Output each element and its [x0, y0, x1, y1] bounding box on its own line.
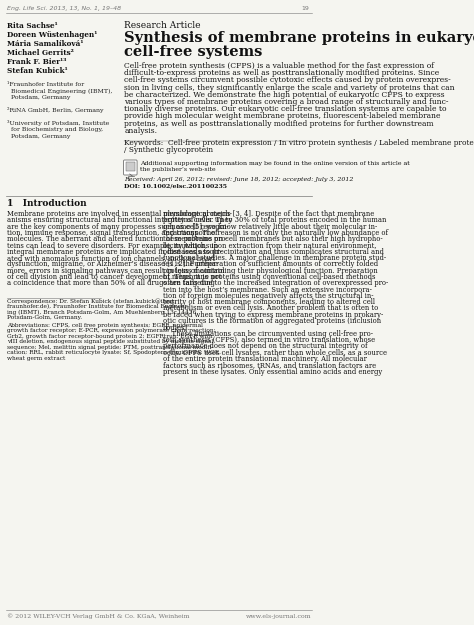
Text: Mária Samalíková¹: Mária Samalíková¹: [7, 40, 83, 48]
Text: often fails due to the increased integration of overexpressed pro-: often fails due to the increased integra…: [163, 279, 389, 288]
Text: otic cultures is the formation of aggregated proteins (inclusion: otic cultures is the formation of aggreg…: [163, 317, 382, 325]
Text: Eng. Life Sci. 2013, 13, No. 1, 19–48: Eng. Life Sci. 2013, 13, No. 1, 19–48: [7, 6, 121, 11]
Text: fraunhofer.de), Fraunhofer Institute for Biomedical Engineer-: fraunhofer.de), Fraunhofer Institute for…: [7, 304, 189, 309]
Text: cell-free systems circumvent possible cytotoxic effects caused by protein overex: cell-free systems circumvent possible cy…: [124, 76, 451, 84]
Text: performance does not depend on the structural integrity of: performance does not depend on the struc…: [163, 342, 368, 350]
Text: proteins, as well as posttranslationally modified proteins for further downstrea: proteins, as well as posttranslationally…: [124, 119, 434, 127]
Text: DOI: 10.1002/elsc.201100235: DOI: 10.1002/elsc.201100235: [124, 184, 228, 189]
Text: Research Article: Research Article: [124, 21, 201, 30]
Text: Grb2, growth factor receptor-bound protein 2; EGFRtrun, EGFR with: Grb2, growth factor receptor-bound prote…: [7, 334, 212, 339]
Text: tion of foreign molecules negatively affects the structural in-: tion of foreign molecules negatively aff…: [163, 292, 374, 300]
Text: teins can lead to severe disorders. For example, mutations in: teins can lead to severe disorders. For …: [7, 241, 218, 249]
Text: ated with anomalous function of ion channels, such as heart: ated with anomalous function of ion chan…: [7, 254, 215, 262]
Text: the publisher’s web-site: the publisher’s web-site: [140, 167, 215, 172]
Text: bodies).: bodies).: [163, 323, 191, 331]
Text: vIII deletion, endogenous signal peptide substituted by melittin signal: vIII deletion, endogenous signal peptide…: [7, 339, 213, 344]
Text: Cell-free protein synthesis (CFPS) is a valuable method for the fast expression : Cell-free protein synthesis (CFPS) is a …: [124, 62, 434, 70]
Text: anisms ensuring structural and functional integrity of cells. They: anisms ensuring structural and functiona…: [7, 216, 232, 224]
Text: genome [5], we know relatively little about their molecular in-: genome [5], we know relatively little ab…: [163, 222, 377, 231]
Text: metabolism or even cell lysis. Another problem that is often to: metabolism or even cell lysis. Another p…: [163, 304, 379, 312]
Text: teractions. The reason is not only the naturally low abundance of: teractions. The reason is not only the n…: [163, 229, 388, 237]
Text: Correspondence: Dr. Stefan Kubick (stefan.kubick@ibmt.: Correspondence: Dr. Stefan Kubick (stefa…: [7, 298, 176, 304]
Text: dysfunction, migraine, or Alzheimer’s disease [1, 2]. Further-: dysfunction, migraine, or Alzheimer’s di…: [7, 261, 218, 268]
Text: factors such as ribosomes, tRNAs, and translation factors are: factors such as ribosomes, tRNAs, and tr…: [163, 361, 376, 369]
Text: are the key components of many processes such as cell recogni-: are the key components of many processes…: [7, 222, 228, 231]
Text: more, errors in signaling pathways can result in loss of control: more, errors in signaling pathways can r…: [7, 267, 224, 275]
Text: Rita Sachse¹: Rita Sachse¹: [7, 22, 57, 30]
Text: various types of membrane proteins covering a broad range of structurally and fu: various types of membrane proteins cover…: [124, 98, 449, 106]
Text: often leads to precipitation and thus complicates structural and: often leads to precipitation and thus co…: [163, 248, 384, 256]
Text: be faced when trying to express membrane proteins in prokary-: be faced when trying to express membrane…: [163, 311, 383, 319]
Text: 19: 19: [301, 6, 309, 11]
Text: / Synthetic glycoprotein: / Synthetic glycoprotein: [124, 146, 213, 154]
Text: Keywords:  Cell-free protein expression / In vitro protein synthesis / Labeled m: Keywords: Cell-free protein expression /…: [124, 139, 474, 147]
Text: molecules. The aberrant and altered function of membrane pro-: molecules. The aberrant and altered func…: [7, 235, 228, 243]
Text: sequence; Mel, melittin signal peptide; PTM, posttranslational modifi-: sequence; Mel, melittin signal peptide; …: [7, 344, 213, 349]
Text: integral membrane proteins are implicated in diseases associ-: integral membrane proteins are implicate…: [7, 248, 222, 256]
Text: Additional supporting information may be found in the online version of this art: Additional supporting information may be…: [140, 161, 410, 166]
Text: Michael Gerrits²: Michael Gerrits²: [7, 49, 73, 57]
Text: These limitations can be circumvented using cell-free pro-: These limitations can be circumvented us…: [163, 330, 373, 338]
Text: proteins cover up to 30% of total proteins encoded in the human: proteins cover up to 30% of total protei…: [163, 216, 387, 224]
Text: 1   Introduction: 1 Introduction: [7, 199, 86, 208]
Text: ing (IBMT), Branch Potsdam-Golm, Am Muehlenberg 13, 14476: ing (IBMT), Branch Potsdam-Golm, Am Mueh…: [7, 309, 196, 314]
Text: © 2012 WILEY-VCH Verlag GmbH & Co. KGaA, Weinheim: © 2012 WILEY-VCH Verlag GmbH & Co. KGaA,…: [7, 613, 189, 619]
Text: Potsdam, Germany: Potsdam, Germany: [7, 134, 70, 139]
Text: be characterized. We demonstrate the high potential of eukaryotic CFPS to expres: be characterized. We demonstrate the hig…: [124, 91, 445, 99]
Text: ³University of Potsdam, Institute: ³University of Potsdam, Institute: [7, 120, 109, 126]
Text: tegrity of host membrane components, leading to altered cell: tegrity of host membrane components, lea…: [163, 298, 375, 306]
Text: of cell division and lead to cancer development. Thus, it is not: of cell division and lead to cancer deve…: [7, 273, 221, 281]
Text: ies is the preparation of sufficient amounts of correctly folded: ies is the preparation of sufficient amo…: [163, 261, 378, 268]
Text: Doreen Wüstenhagen¹: Doreen Wüstenhagen¹: [7, 31, 97, 39]
Text: these proteins on cell membranes but also their high hydropho-: these proteins on cell membranes but als…: [163, 235, 383, 243]
Text: cation; RRL, rabbit reticulocyte lysate; Sf, Spodoptera frugiperda; WGE,: cation; RRL, rabbit reticulocyte lysate;…: [7, 350, 221, 355]
Text: Membrane proteins are involved in essential physiological mech-: Membrane proteins are involved in essent…: [7, 210, 232, 218]
Text: functional studies. A major challenge in membrane protein stud-: functional studies. A major challenge in…: [163, 254, 386, 262]
Text: Potsdam-Golm, Germany.: Potsdam-Golm, Germany.: [7, 315, 82, 320]
Text: sion in living cells, they significantly enlarge the scale and variety of protei: sion in living cells, they significantly…: [124, 84, 455, 92]
Text: bicity which, upon extraction from their natural environment,: bicity which, upon extraction from their…: [163, 241, 377, 249]
Text: tein synthesis (CFPS), also termed in vitro translation, whose: tein synthesis (CFPS), also termed in vi…: [163, 336, 375, 344]
Text: Potsdam, Germany: Potsdam, Germany: [7, 95, 70, 100]
Text: Abbreviations: CFPS, cell free protein synthesis; EGFR, epidermal: Abbreviations: CFPS, cell free protein s…: [7, 322, 202, 328]
Text: Stefan Kubick¹: Stefan Kubick¹: [7, 67, 67, 75]
Text: of membrane proteins using conventional cell-based methods: of membrane proteins using conventional …: [163, 273, 376, 281]
Bar: [126, 162, 135, 171]
Text: membrane proteins [3, 4]. Despite of the fact that membrane: membrane proteins [3, 4]. Despite of the…: [163, 210, 374, 218]
Text: of the entire protein translational machinery. All molecular: of the entire protein translational mach…: [163, 355, 367, 363]
Text: growth factor receptor; E-PCR, expression polymerase chain reaction;: growth factor receptor; E-PCR, expressio…: [7, 328, 215, 333]
Text: analysis.: analysis.: [124, 127, 157, 135]
Text: Synthesis of membrane proteins in eukaryotic: Synthesis of membrane proteins in eukary…: [124, 31, 474, 45]
Text: difficult-to-express proteins as well as posttranslationally modified proteins. : difficult-to-express proteins as well as…: [124, 69, 439, 78]
Text: tein into the host’s membrane. Such an extensive incorpora-: tein into the host’s membrane. Such an e…: [163, 286, 372, 294]
Text: cell-free systems: cell-free systems: [124, 45, 263, 59]
Text: ²RiNA GmbH, Berlin, Germany: ²RiNA GmbH, Berlin, Germany: [7, 107, 103, 113]
Text: Received: April 26, 2012; revised: June 18, 2012; accepted: July 3, 2012: Received: April 26, 2012; revised: June …: [124, 177, 354, 182]
Text: proteins maintaining their physiological function. Preparation: proteins maintaining their physiological…: [163, 267, 378, 275]
Text: Biomedical Engineering (IBMT),: Biomedical Engineering (IBMT),: [7, 88, 112, 94]
Text: tion, immune response, signal transduction, and transport of: tion, immune response, signal transducti…: [7, 229, 218, 237]
Text: cells. CFPS uses cell lysates, rather than whole cells, as a source: cells. CFPS uses cell lysates, rather th…: [163, 349, 387, 357]
Text: for Biochemistry and Biology,: for Biochemistry and Biology,: [7, 127, 103, 132]
Text: ¹Fraunhofer Institute for: ¹Fraunhofer Institute for: [7, 82, 84, 87]
Text: Frank F. Bier¹³: Frank F. Bier¹³: [7, 58, 66, 66]
Text: a coincidence that more than 50% of all drugs are targeting: a coincidence that more than 50% of all …: [7, 279, 215, 288]
Text: wheat germ extract: wheat germ extract: [7, 356, 65, 361]
Text: present in these lysates. Only essential amino acids and energy: present in these lysates. Only essential…: [163, 368, 383, 376]
Text: tionally diverse proteins. Our eukaryotic cell-free translation systems are capa: tionally diverse proteins. Our eukaryoti…: [124, 105, 447, 113]
Text: provide high molecular weight membrane proteins, fluorescent-labeled membrane: provide high molecular weight membrane p…: [124, 112, 441, 121]
FancyBboxPatch shape: [124, 160, 137, 175]
Text: www.els-journal.com: www.els-journal.com: [246, 614, 312, 619]
